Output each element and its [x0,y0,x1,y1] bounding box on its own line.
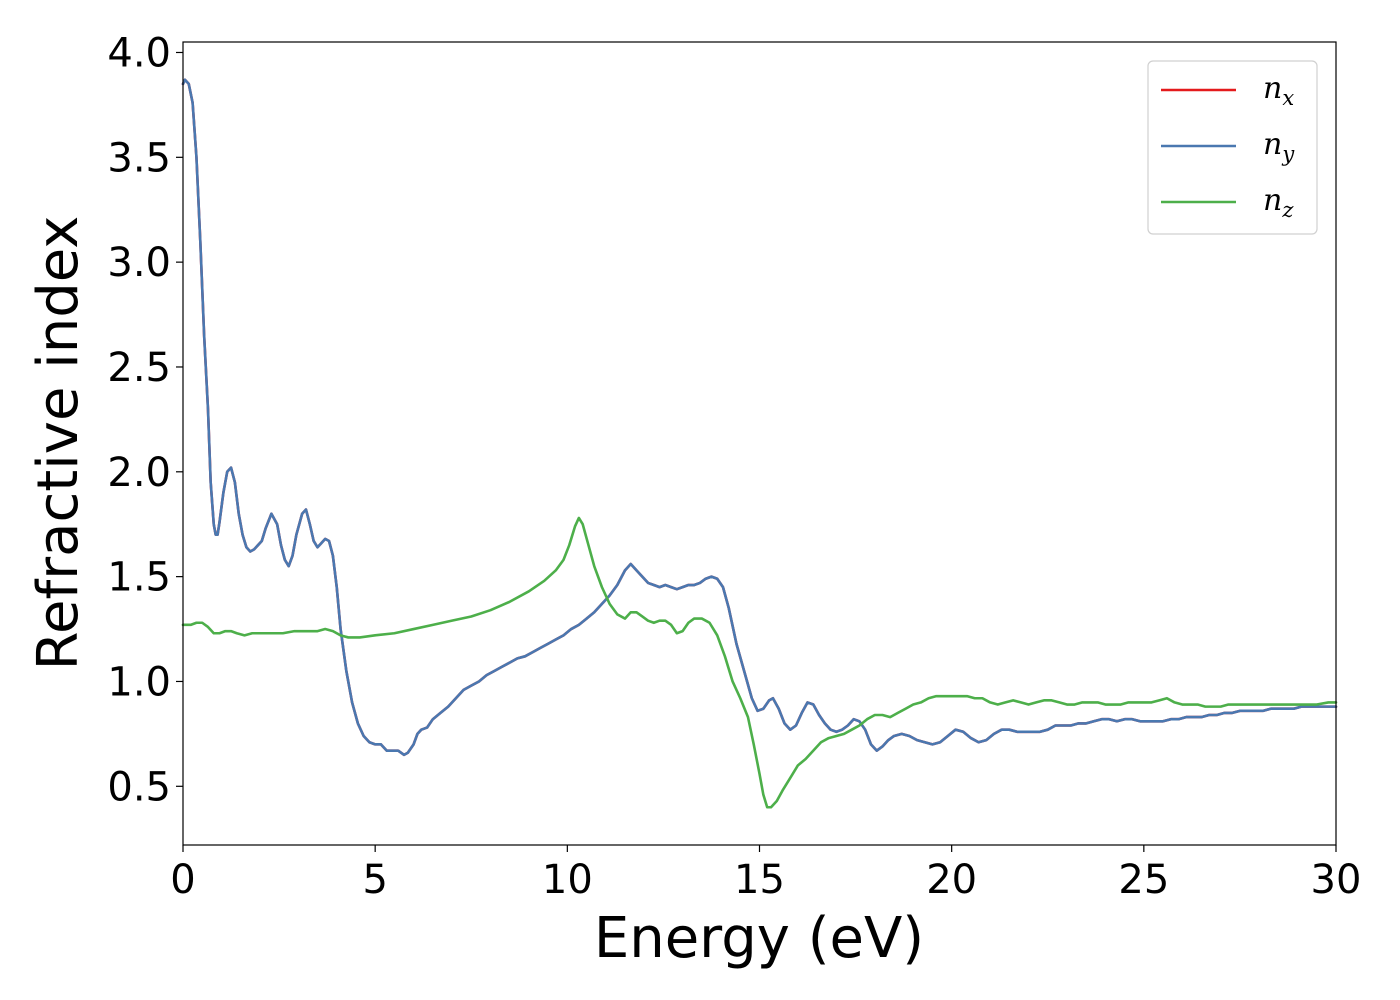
y-tick-label: 3.0 [107,240,171,286]
x-tick-label: 15 [734,857,785,903]
x-tick-label: 5 [362,857,387,903]
y-tick-label: 2.5 [107,345,171,391]
legend: nx ny nz [1147,60,1318,235]
y-tick-label: 1.5 [107,555,171,601]
x-tick-label: 20 [926,857,977,903]
y-tick-label: 2.0 [107,450,171,496]
series-line-ny [181,78,1338,757]
x-axis-ticks: 0 5 10 15 20 25 30 [170,845,1361,903]
y-axis-label: Refractive index [26,216,91,671]
y-tick-label: 0.5 [107,764,171,810]
legend-label-nx: nx [1263,71,1294,110]
y-axis-ticks: 0.5 1.0 1.5 2.0 2.5 3.0 3.5 4.0 [107,30,183,810]
legend-label-ny: ny [1263,127,1295,166]
legend-box [1147,60,1318,235]
plot-lines [181,78,1338,809]
x-tick-label: 30 [1311,857,1362,903]
legend-items: nx ny nz [1161,71,1295,222]
x-tick-label: 0 [170,857,195,903]
legend-label-nz: nz [1263,183,1294,222]
x-tick-label: 10 [542,857,593,903]
x-axis-label: Energy (eV) [594,906,924,971]
y-tick-label: 3.5 [107,135,171,181]
y-tick-label: 1.0 [107,659,171,705]
y-tick-label: 4.0 [107,30,171,76]
series-line-nz [181,516,1338,809]
x-tick-label: 25 [1118,857,1169,903]
